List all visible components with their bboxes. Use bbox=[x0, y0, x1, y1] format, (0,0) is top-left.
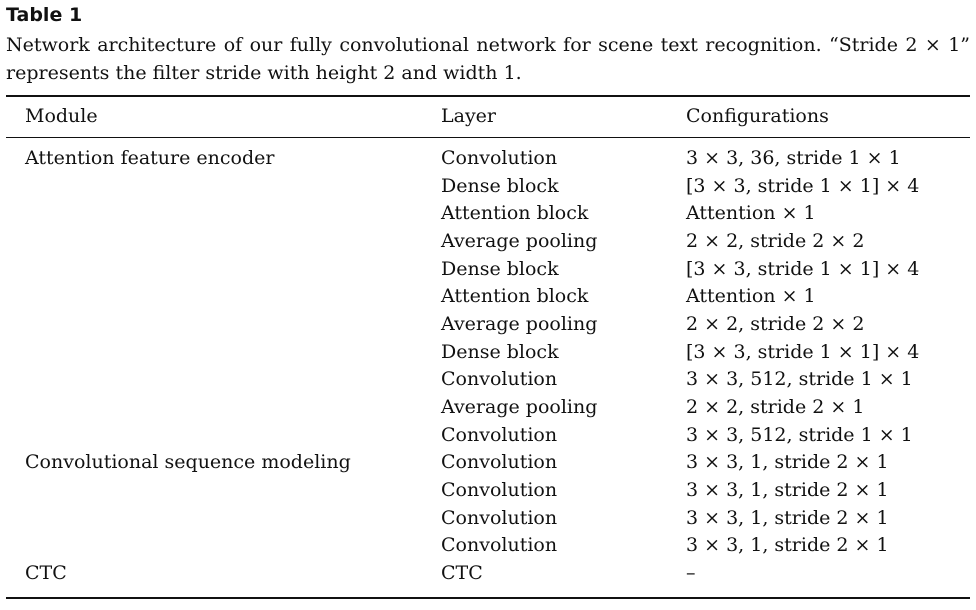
config-cell: 3 × 3, 1, stride 2 × 1 bbox=[686, 451, 889, 474]
table-row: Average pooling 2 × 2, stride 2 × 1 bbox=[0, 394, 976, 422]
table-label: Table 1 bbox=[6, 4, 83, 26]
layer-cell: Convolution bbox=[441, 451, 558, 474]
config-cell: 3 × 3, 36, stride 1 × 1 bbox=[686, 147, 901, 169]
header-layer: Layer bbox=[441, 105, 497, 127]
header-configurations: Configurations bbox=[686, 105, 829, 127]
config-cell: [3 × 3, stride 1 × 1] × 4 bbox=[686, 174, 920, 197]
table-top-rule bbox=[6, 95, 970, 97]
module-cell: Attention feature encoder bbox=[25, 147, 275, 169]
table-row: Convolution 3 × 3, 512, stride 1 × 1 bbox=[0, 422, 976, 450]
table-row: CTC CTC – bbox=[0, 560, 976, 588]
layer-cell: Dense block bbox=[441, 174, 559, 197]
config-cell: Attention × 1 bbox=[686, 202, 816, 225]
layer-cell: Attention block bbox=[441, 202, 589, 225]
table-row: Dense block [3 × 3, stride 1 × 1] × 4 bbox=[0, 256, 976, 284]
config-cell: [3 × 3, stride 1 × 1] × 4 bbox=[686, 257, 920, 280]
config-cell: [3 × 3, stride 1 × 1] × 4 bbox=[686, 340, 920, 363]
layer-cell: Convolution bbox=[441, 506, 558, 529]
config-cell: 2 × 2, stride 2 × 1 bbox=[686, 395, 865, 418]
table-row: Attention feature encoder Convolution 3 × … bbox=[0, 145, 976, 173]
config-cell: Attention × 1 bbox=[686, 285, 816, 308]
config-cell: 2 × 2, stride 2 × 2 bbox=[686, 312, 865, 335]
layer-cell: Convolution bbox=[441, 147, 558, 169]
layer-cell: Convolution bbox=[441, 478, 558, 501]
module-cell: CTC bbox=[25, 561, 67, 584]
table-row: Convolution 3 × 3, 1, stride 2 × 1 bbox=[0, 505, 976, 533]
table-bottom-rule bbox=[6, 597, 970, 599]
layer-cell: Convolution bbox=[441, 534, 558, 557]
layer-cell: Average pooling bbox=[441, 395, 598, 418]
layer-cell: CTC bbox=[441, 561, 483, 584]
layer-cell: Dense block bbox=[441, 257, 559, 280]
layer-cell: Dense block bbox=[441, 340, 559, 363]
table-row: Convolution 3 × 3, 1, stride 2 × 1 bbox=[0, 477, 976, 505]
config-cell: 3 × 3, 512, stride 1 × 1 bbox=[686, 423, 913, 446]
table-row: Dense block [3 × 3, stride 1 × 1] × 4 bbox=[0, 173, 976, 201]
table-row: Average pooling 2 × 2, stride 2 × 2 bbox=[0, 228, 976, 256]
table-header-rule bbox=[6, 137, 970, 138]
config-cell: 3 × 3, 1, stride 2 × 1 bbox=[686, 534, 889, 557]
config-cell: – bbox=[686, 561, 696, 584]
config-cell: 3 × 3, 1, stride 2 × 1 bbox=[686, 506, 889, 529]
layer-cell: Convolution bbox=[441, 368, 558, 391]
table-row: Average pooling 2 × 2, stride 2 × 2 bbox=[0, 311, 976, 339]
table-row: Convolutional sequence modeling Convoluti… bbox=[0, 449, 976, 477]
table-caption: Network architecture of our fully convol… bbox=[6, 34, 970, 84]
table-row: Attention block Attention × 1 bbox=[0, 200, 976, 228]
header-module: Module bbox=[25, 105, 98, 127]
config-cell: 2 × 2, stride 2 × 2 bbox=[686, 229, 865, 252]
layer-cell: Convolution bbox=[441, 423, 558, 446]
table-row: Attention block Attention × 1 bbox=[0, 283, 976, 311]
table-row: Convolution 3 × 3, 512, stride 1 × 1 bbox=[0, 366, 976, 394]
table-row: Dense block [3 × 3, stride 1 × 1] × 4 bbox=[0, 339, 976, 367]
table-row: Convolution 3 × 3, 1, stride 2 × 1 bbox=[0, 532, 976, 560]
config-cell: 3 × 3, 512, stride 1 × 1 bbox=[686, 368, 913, 391]
config-cell: 3 × 3, 1, stride 2 × 1 bbox=[686, 478, 889, 501]
layer-cell: Average pooling bbox=[441, 312, 598, 335]
layer-cell: Attention block bbox=[441, 285, 589, 308]
module-cell: Convolutional sequence modeling bbox=[25, 451, 351, 474]
layer-cell: Average pooling bbox=[441, 229, 598, 252]
table-body: Attention feature encoder Convolution 3 × … bbox=[0, 145, 976, 588]
